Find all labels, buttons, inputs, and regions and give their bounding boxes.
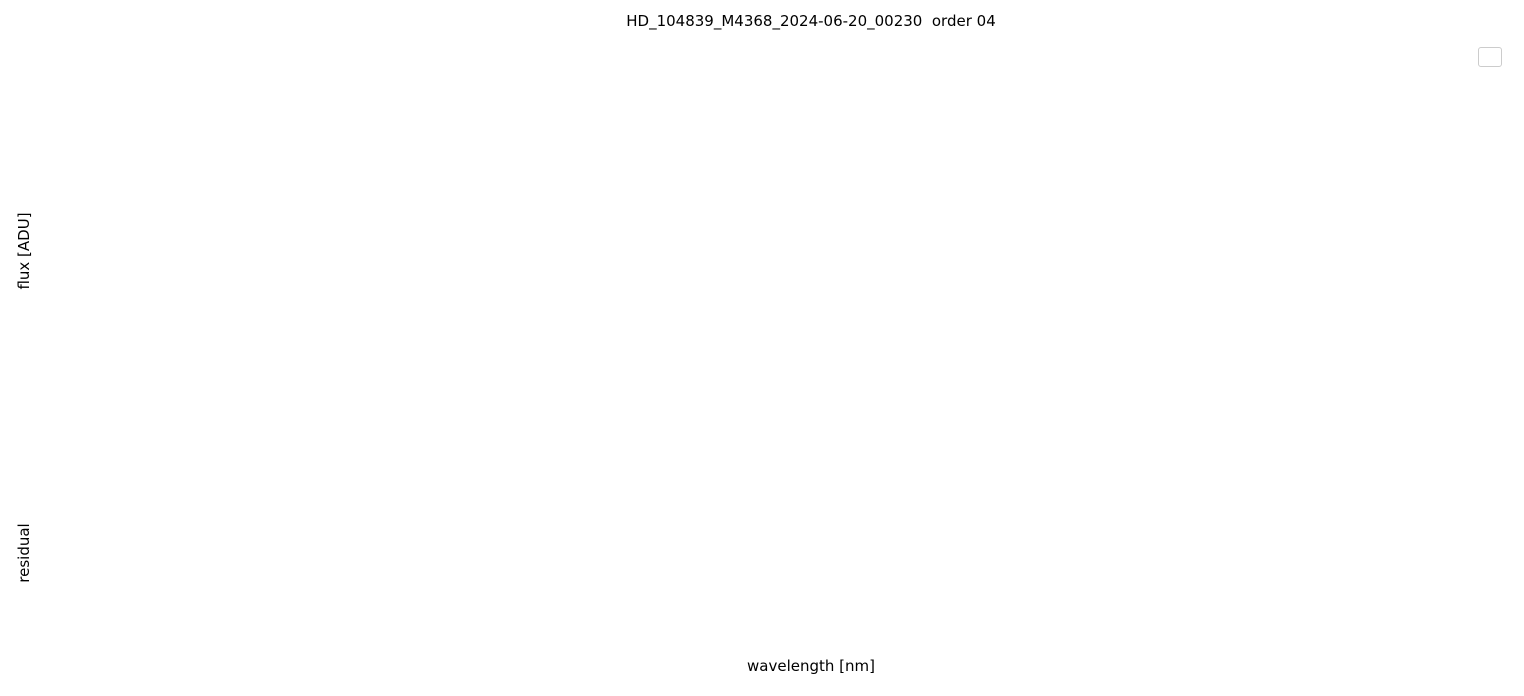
plot-title: HD_104839_M4368_2024-06-20_00230 order 0… (626, 12, 996, 30)
legend (1478, 47, 1502, 67)
wavelength-axis-label: wavelength [nm] (747, 657, 875, 675)
residual-axis-label: residual (15, 523, 33, 583)
flux-axis-label: flux [ADU] (15, 212, 33, 290)
